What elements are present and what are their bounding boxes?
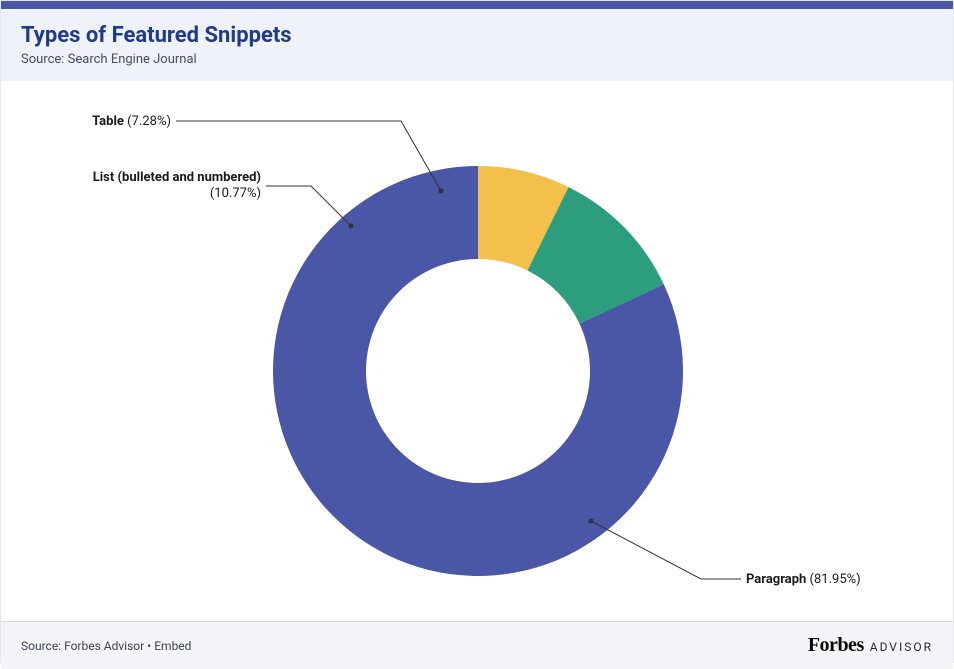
footer-source: Source: Forbes Advisor • Embed [21,639,191,653]
chart-footer: Source: Forbes Advisor • Embed Forbes AD… [1,621,953,669]
chart-source-subtitle: Source: Search Engine Journal [21,52,933,67]
leader-dot [349,224,354,229]
brand-forbes-text: Forbes [808,634,864,657]
footer-source-prefix: Source: [21,639,64,653]
leader-line [266,186,351,226]
slice-label: List (bulleted and numbered)(10.77%) [93,170,261,201]
leader-dot [439,189,444,194]
footer-link-embed[interactable]: Embed [154,639,191,653]
chart-header: Types of Featured Snippets Source: Searc… [1,9,953,81]
footer-sep: • [144,639,154,653]
leader-dot [589,519,594,524]
slice-label: Paragraph (81.95%) [746,572,861,587]
leader-line [591,521,741,579]
chart-title: Types of Featured Snippets [21,23,933,48]
slice-label: Table (7.28%) [92,114,171,129]
topbar-accent [1,1,953,9]
footer-link-source[interactable]: Forbes Advisor [64,639,144,653]
brand-logo: Forbes ADVISOR [808,634,933,657]
donut-chart: Table (7.28%) List (bulleted and numbered… [1,81,953,621]
brand-advisor-text: ADVISOR [870,640,933,654]
donut-svg: Table (7.28%) List (bulleted and numbered… [1,81,954,621]
